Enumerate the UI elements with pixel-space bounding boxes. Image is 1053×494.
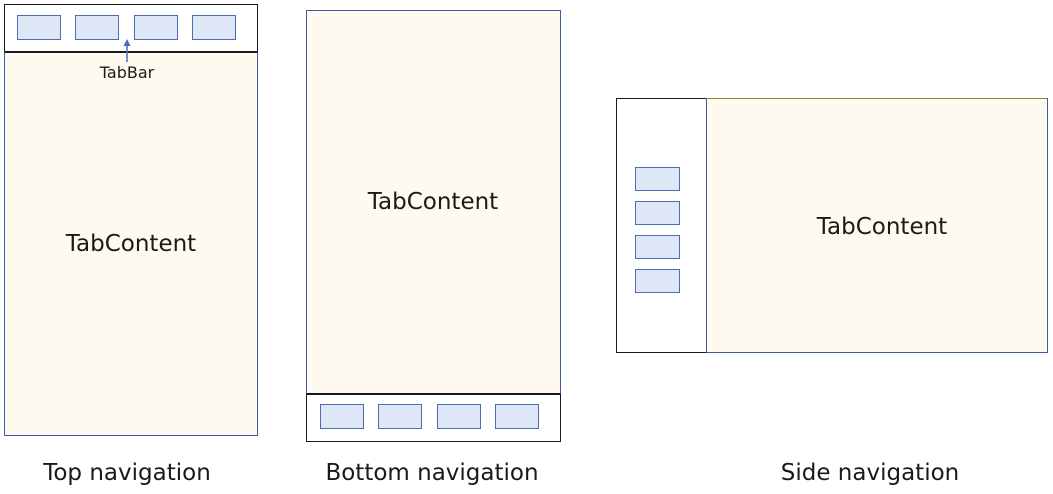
- side-tab-button-3[interactable]: [635, 235, 680, 259]
- top-tabcontent-label: TabContent: [65, 231, 197, 257]
- side-tab-button-4[interactable]: [635, 269, 680, 293]
- side-navigation-caption: Side navigation: [780, 460, 960, 486]
- side-tab-button-1[interactable]: [635, 167, 680, 191]
- top-tab-button-4[interactable]: [192, 15, 236, 40]
- top-tab-button-2[interactable]: [75, 15, 119, 40]
- tabbar-label: TabBar: [99, 63, 155, 82]
- top-navigation-caption: Top navigation: [43, 460, 211, 486]
- side-tab-button-2[interactable]: [635, 201, 680, 225]
- top-tab-button-3[interactable]: [134, 15, 178, 40]
- bottom-tab-button-3[interactable]: [437, 404, 481, 429]
- bottom-tab-button-2[interactable]: [378, 404, 422, 429]
- top-tab-button-1[interactable]: [17, 15, 61, 40]
- top-tabcontent: [4, 52, 258, 436]
- bottom-tabcontent-label: TabContent: [367, 189, 499, 215]
- side-tabcontent: [706, 98, 1048, 353]
- bottom-tab-button-1[interactable]: [320, 404, 364, 429]
- bottom-navigation-caption: Bottom navigation: [325, 460, 539, 486]
- side-tabcontent-label: TabContent: [816, 214, 948, 240]
- side-tabbar: [616, 98, 707, 353]
- bottom-tab-button-4[interactable]: [495, 404, 539, 429]
- bottom-tabcontent: [306, 10, 561, 394]
